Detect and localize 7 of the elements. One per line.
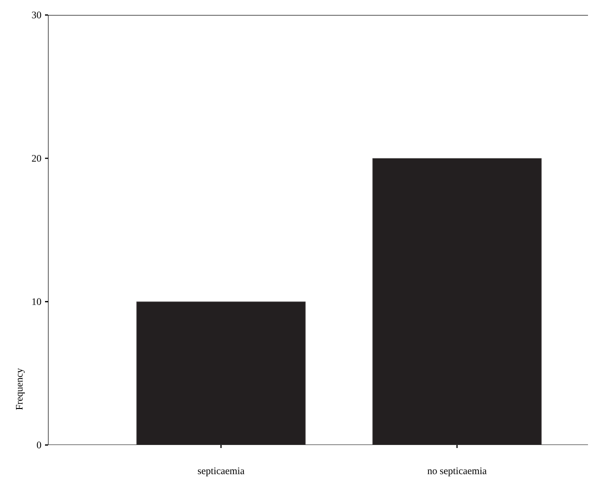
- x-tick-label: no septicaemia: [428, 468, 487, 476]
- y-tick-label: 0: [36, 442, 42, 448]
- x-tick-label: septicaemia: [198, 468, 244, 476]
- y-axis-title: Frequency: [16, 368, 25, 410]
- y-tick-label: 10: [32, 298, 42, 306]
- y-tick-label: 30: [32, 12, 42, 18]
- y-tick-label: 20: [32, 154, 42, 162]
